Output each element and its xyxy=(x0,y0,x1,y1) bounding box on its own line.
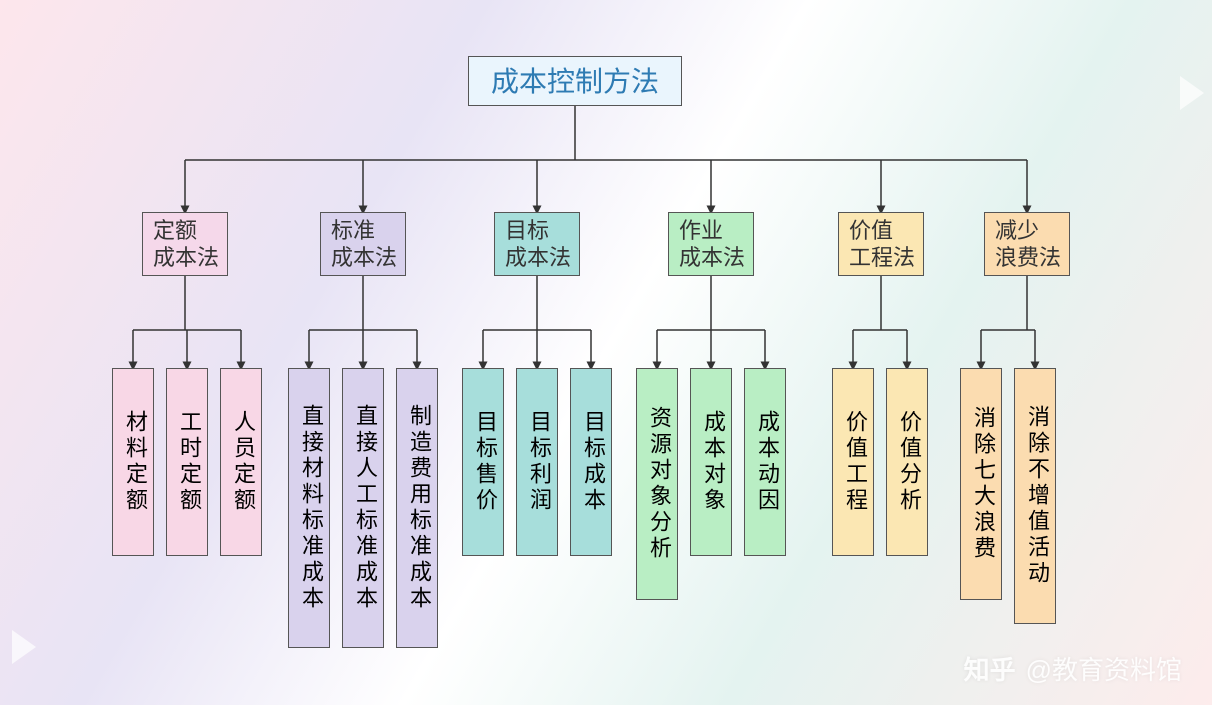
leaf-node-2-1: 直接材料标准成本 xyxy=(288,368,330,648)
zhihu-logo-icon: 知乎 xyxy=(964,650,1016,687)
watermark: 知乎 @教育资料馆 xyxy=(964,650,1182,687)
category-node-3: 目标 成本法 xyxy=(494,212,580,276)
leaf-node-3-1: 目标售价 xyxy=(462,368,504,556)
category-node-4: 作业 成本法 xyxy=(668,212,754,276)
category-node-1: 定额 成本法 xyxy=(142,212,228,276)
category-node-2: 标准 成本法 xyxy=(320,212,406,276)
leaf-node-1-3: 人员定额 xyxy=(220,368,262,556)
leaf-node-6-2: 消除不增值活动 xyxy=(1014,368,1056,624)
leaf-node-5-1: 价值工程 xyxy=(832,368,874,556)
leaf-node-2-3: 制造费用标准成本 xyxy=(396,368,438,648)
decoration-triangle-icon xyxy=(1180,76,1204,110)
leaf-node-3-3: 目标成本 xyxy=(570,368,612,556)
leaf-node-4-2: 成本对象 xyxy=(690,368,732,556)
leaf-node-4-3: 成本动因 xyxy=(744,368,786,556)
leaf-node-5-2: 价值分析 xyxy=(886,368,928,556)
decoration-triangle-icon xyxy=(12,630,36,664)
leaf-node-1-1: 材料定额 xyxy=(112,368,154,556)
leaf-node-3-2: 目标利润 xyxy=(516,368,558,556)
category-node-6: 减少 浪费法 xyxy=(984,212,1070,276)
leaf-node-4-1: 资源对象分析 xyxy=(636,368,678,600)
leaf-node-1-2: 工时定额 xyxy=(166,368,208,556)
leaf-node-6-1: 消除七大浪费 xyxy=(960,368,1002,600)
category-node-5: 价值 工程法 xyxy=(838,212,924,276)
watermark-text: @教育资料馆 xyxy=(1026,650,1182,687)
leaf-node-2-2: 直接人工标准成本 xyxy=(342,368,384,648)
root-node: 成本控制方法 xyxy=(468,56,682,106)
